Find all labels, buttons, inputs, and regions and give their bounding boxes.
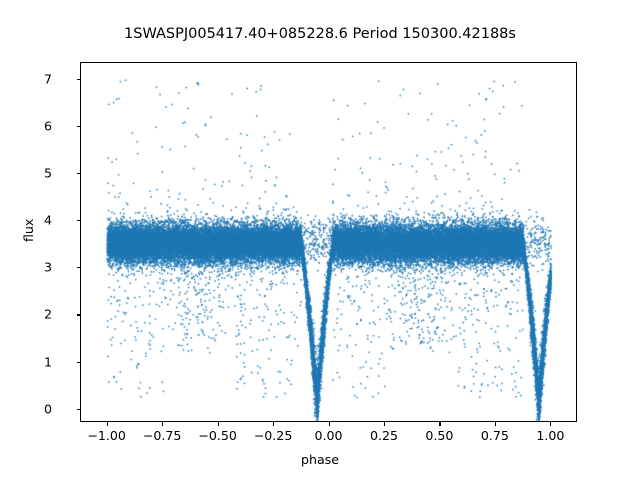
x-tick-label: 0.25 [369, 428, 398, 443]
x-tick-label: −0.75 [142, 428, 182, 443]
y-tick-mark [76, 408, 80, 410]
x-tick-mark [106, 422, 108, 426]
y-tick-label: 5 [43, 165, 52, 181]
y-tick-mark [76, 78, 80, 80]
y-tick-mark [76, 361, 80, 363]
x-tick-mark [439, 422, 441, 426]
x-tick-mark [328, 422, 330, 426]
x-tick-mark [494, 422, 496, 426]
x-tick-mark [217, 422, 219, 426]
scatter-plot-canvas [81, 63, 576, 421]
x-tick-label: −0.25 [253, 428, 293, 443]
y-tick-mark [76, 267, 80, 269]
y-tick-mark [76, 172, 80, 174]
y-tick-label: 2 [43, 306, 52, 322]
x-tick-mark [162, 422, 164, 426]
y-tick-label: 1 [43, 354, 52, 370]
x-tick-label: −0.50 [198, 428, 237, 443]
y-tick-label: 4 [43, 212, 52, 228]
x-tick-mark [273, 422, 275, 426]
y-tick-mark [76, 314, 80, 316]
y-tick-label: 3 [43, 259, 52, 275]
y-tick-label: 6 [43, 118, 52, 134]
x-tick-label: 0.75 [480, 428, 509, 443]
y-tick-label: 7 [43, 71, 52, 86]
y-tick-mark [76, 220, 80, 222]
x-tick-label: −1.00 [87, 428, 126, 443]
x-tick-mark [550, 422, 552, 426]
plot-axes [80, 62, 577, 422]
x-tick-label: 0.50 [425, 428, 454, 443]
y-tick-label: 0 [43, 401, 52, 417]
x-tick-label: 0.00 [314, 428, 343, 443]
x-tick-label: 1.00 [536, 428, 565, 443]
x-tick-mark [383, 422, 386, 426]
y-tick-mark [76, 125, 80, 127]
x-axis-label: phase [300, 452, 339, 467]
chart-title: 1SWASPJ005417.40+085228.6 Period 150300.… [124, 26, 516, 42]
